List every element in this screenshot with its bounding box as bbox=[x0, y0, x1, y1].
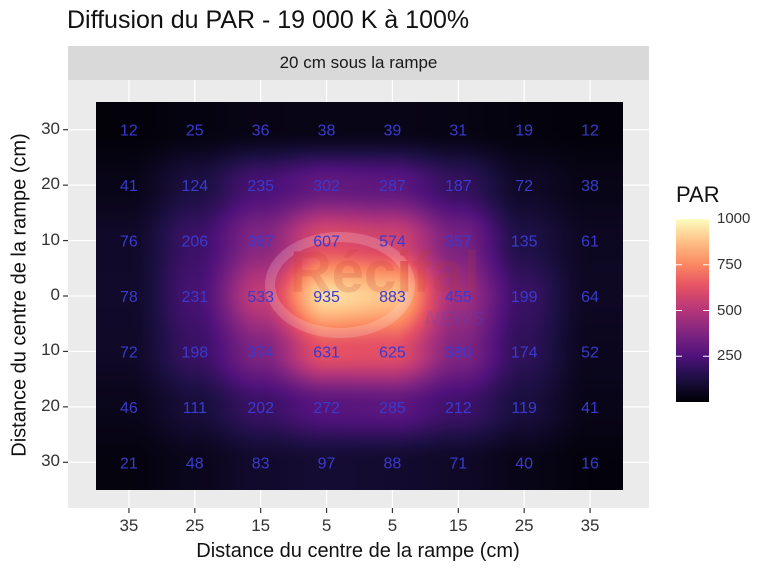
cell-value-label: 21 bbox=[120, 455, 138, 472]
y-tick-label: 10 bbox=[41, 229, 60, 249]
cell-value-label: 40 bbox=[515, 455, 533, 472]
cell-value-label: 187 bbox=[445, 178, 472, 195]
cell-value-label: 64 bbox=[581, 289, 599, 306]
cell-value-label: 935 bbox=[313, 289, 340, 306]
cell-value-label: 533 bbox=[247, 289, 274, 306]
x-tick-label: 5 bbox=[387, 516, 398, 535]
cell-value-label: 235 bbox=[247, 178, 274, 195]
cell-value-label: 199 bbox=[511, 289, 538, 306]
cell-value-label: 76 bbox=[120, 234, 138, 251]
cell-value-label: 212 bbox=[445, 400, 472, 417]
cell-value-label: 380 bbox=[445, 344, 472, 361]
y-tick-label: 20 bbox=[41, 395, 60, 415]
cell-value-label: 97 bbox=[318, 455, 336, 472]
svg-text:Récifal: Récifal bbox=[290, 240, 480, 305]
cell-value-label: 387 bbox=[247, 234, 274, 251]
x-tick-label: 35 bbox=[580, 516, 600, 535]
cell-value-label: 41 bbox=[120, 178, 138, 195]
cell-value-label: 174 bbox=[511, 344, 538, 361]
cell-value-label: 52 bbox=[581, 344, 599, 361]
cell-value-label: 231 bbox=[181, 289, 208, 306]
cell-value-label: 631 bbox=[313, 344, 340, 361]
cell-value-label: 72 bbox=[120, 344, 138, 361]
cell-value-label: 48 bbox=[186, 455, 204, 472]
legend-tick-label: 250 bbox=[717, 347, 743, 365]
cell-value-label: 12 bbox=[581, 123, 599, 140]
axis-tick-marks bbox=[63, 129, 591, 513]
legend-tick-label: 1000 bbox=[717, 210, 751, 227]
cell-value-label: 36 bbox=[252, 123, 270, 140]
cell-value-label: 607 bbox=[313, 234, 340, 251]
facet-strip bbox=[68, 46, 649, 80]
x-tick-label: 25 bbox=[514, 516, 534, 535]
legend-title: PAR bbox=[676, 182, 720, 207]
cell-value-label: 455 bbox=[445, 289, 472, 306]
cell-value-label: 88 bbox=[384, 455, 402, 472]
cell-value-label: 46 bbox=[120, 400, 138, 417]
x-tick-label: 15 bbox=[448, 516, 468, 535]
cell-value-label: 883 bbox=[379, 289, 406, 306]
y-tick-label: 30 bbox=[41, 118, 60, 138]
cell-value-label: 31 bbox=[449, 123, 467, 140]
cell-value-label: 285 bbox=[379, 400, 406, 417]
heatmap-raster bbox=[96, 102, 623, 490]
cell-value-label: 41 bbox=[581, 400, 599, 417]
cell-value-label: 119 bbox=[511, 400, 537, 417]
cell-value-label: 39 bbox=[384, 123, 402, 140]
y-tick-label: 10 bbox=[41, 340, 60, 360]
cell-value-label: 574 bbox=[379, 234, 406, 251]
legend-tick-label: 500 bbox=[717, 301, 743, 319]
recifal-news-watermark: Récifal NEWS bbox=[265, 232, 486, 338]
cell-value-label: 25 bbox=[186, 123, 204, 140]
cell-value-label: 135 bbox=[511, 234, 538, 251]
cell-value-label: 61 bbox=[581, 234, 599, 251]
cell-value-label: 72 bbox=[515, 178, 533, 195]
cell-value-label: 12 bbox=[120, 123, 138, 140]
x-tick-label: 15 bbox=[251, 516, 271, 535]
y-tick-label: 30 bbox=[41, 451, 60, 471]
x-tick-label: 35 bbox=[119, 516, 139, 535]
y-tick-label: 20 bbox=[41, 174, 60, 194]
x-tick-label: 5 bbox=[321, 516, 332, 535]
cell-value-label: 374 bbox=[247, 344, 274, 361]
cell-value-label: 19 bbox=[515, 123, 533, 140]
cell-value-label: 272 bbox=[313, 400, 340, 417]
x-tick-label: 25 bbox=[185, 516, 205, 535]
cell-value-label: 198 bbox=[181, 344, 208, 361]
cell-value-label: 357 bbox=[445, 234, 472, 251]
legend-tick-label: 750 bbox=[717, 255, 743, 273]
cell-value-label: 124 bbox=[181, 178, 208, 195]
cell-value-label: 206 bbox=[181, 234, 208, 251]
cell-value-label: 625 bbox=[379, 344, 406, 361]
svg-text:NEWS: NEWS bbox=[425, 308, 486, 330]
cell-value-label: 71 bbox=[449, 455, 467, 472]
cell-value-label: 83 bbox=[252, 455, 270, 472]
cell-value-label: 302 bbox=[313, 178, 340, 195]
x-axis-title: Distance du centre de la rampe (cm) bbox=[196, 540, 520, 562]
chart-title: Diffusion du PAR - 19 000 K à 100% bbox=[67, 6, 470, 34]
y-tick-label: 0 bbox=[50, 285, 60, 304]
cell-value-label: 16 bbox=[581, 455, 599, 472]
cell-value-label: 38 bbox=[318, 123, 336, 140]
cell-value-label: 38 bbox=[581, 178, 599, 195]
cell-value-label: 202 bbox=[247, 400, 274, 417]
facet-strip-label: 20 cm sous la rampe bbox=[279, 53, 438, 72]
cell-value-label: 287 bbox=[379, 178, 406, 195]
cell-value-label: 78 bbox=[120, 289, 138, 306]
cell-value-label: 111 bbox=[183, 400, 207, 417]
